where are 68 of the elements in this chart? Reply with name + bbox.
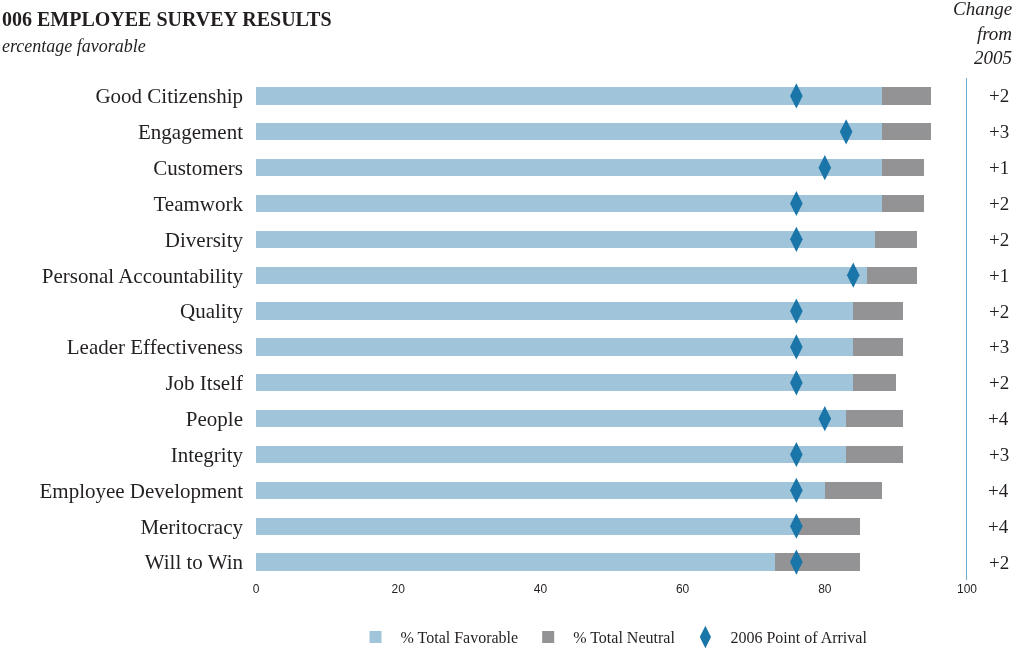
bar <box>256 445 847 464</box>
text: +4 <box>988 408 1009 429</box>
bar <box>846 445 904 464</box>
bar <box>256 374 854 392</box>
text: +2 <box>989 85 1010 106</box>
bar <box>256 517 797 535</box>
bar <box>881 123 932 141</box>
bar <box>853 374 896 392</box>
bar <box>881 159 925 177</box>
text: +2 <box>989 552 1010 573</box>
y-tick-label: Employee Development <box>39 478 244 503</box>
bar <box>256 410 847 428</box>
text: +2 <box>989 193 1010 214</box>
y-tick-label: Personal Accountability <box>41 263 244 288</box>
bar <box>881 87 932 105</box>
legend-label: % Total Favorable <box>400 629 519 647</box>
text: +1 <box>989 265 1010 286</box>
x-tick-label: 20 <box>391 582 406 596</box>
text: +2 <box>989 229 1010 250</box>
text: +3 <box>989 121 1010 142</box>
x-tick-label: 0 <box>252 582 260 596</box>
y-tick-label: Quality <box>180 299 244 324</box>
y-tick-label: Meritocracy <box>140 514 244 539</box>
bar <box>256 159 882 177</box>
y-tick-label: Job Itself <box>165 371 243 396</box>
text: +2 <box>989 301 1010 322</box>
text: +2 <box>989 372 1010 393</box>
bar <box>775 553 861 571</box>
x-tick-label: 80 <box>818 582 832 596</box>
bar <box>256 481 825 499</box>
bar <box>881 194 925 213</box>
x-tick-label: 100 <box>956 582 978 596</box>
x-tick-label: 60 <box>675 582 690 596</box>
y-tick-label: Integrity <box>170 442 244 467</box>
bar <box>256 338 854 356</box>
bar <box>824 481 882 499</box>
legend-label: 2006 Point of Arrival <box>730 629 868 647</box>
text: +1 <box>989 157 1010 178</box>
bar <box>256 87 882 105</box>
chart-title: 006 EMPLOYEE SURVEY RESULTS <box>2 8 332 30</box>
text: ercentage favorable <box>2 36 146 56</box>
text: +3 <box>989 336 1010 357</box>
bar <box>256 302 854 320</box>
text: +4 <box>988 516 1009 537</box>
bar <box>256 266 868 284</box>
y-tick-label: Customers <box>153 155 243 180</box>
bar <box>796 517 861 535</box>
bar <box>256 123 882 141</box>
y-tick-label: Leader Effectiveness <box>66 335 243 360</box>
y-tick-label: People <box>185 406 243 431</box>
y-tick-label: Engagement <box>138 120 244 145</box>
text: +3 <box>989 444 1010 465</box>
bar <box>256 194 882 213</box>
bar <box>256 230 875 248</box>
text: +4 <box>988 480 1009 501</box>
y-tick-label: Diversity <box>164 227 244 252</box>
bar <box>853 338 904 356</box>
y-tick-label: Teamwork <box>153 191 244 216</box>
legend-label: % Total Neutral <box>573 629 676 647</box>
bar <box>256 553 776 571</box>
bar <box>846 410 904 428</box>
y-tick-label: Will to Win <box>144 550 244 575</box>
y-tick-label: Good Citizenship <box>95 84 243 109</box>
bar <box>853 302 904 320</box>
bar <box>874 230 918 248</box>
bar <box>867 266 918 284</box>
x-tick-label: 40 <box>533 582 548 596</box>
text: Change from 2005 <box>953 0 1013 69</box>
